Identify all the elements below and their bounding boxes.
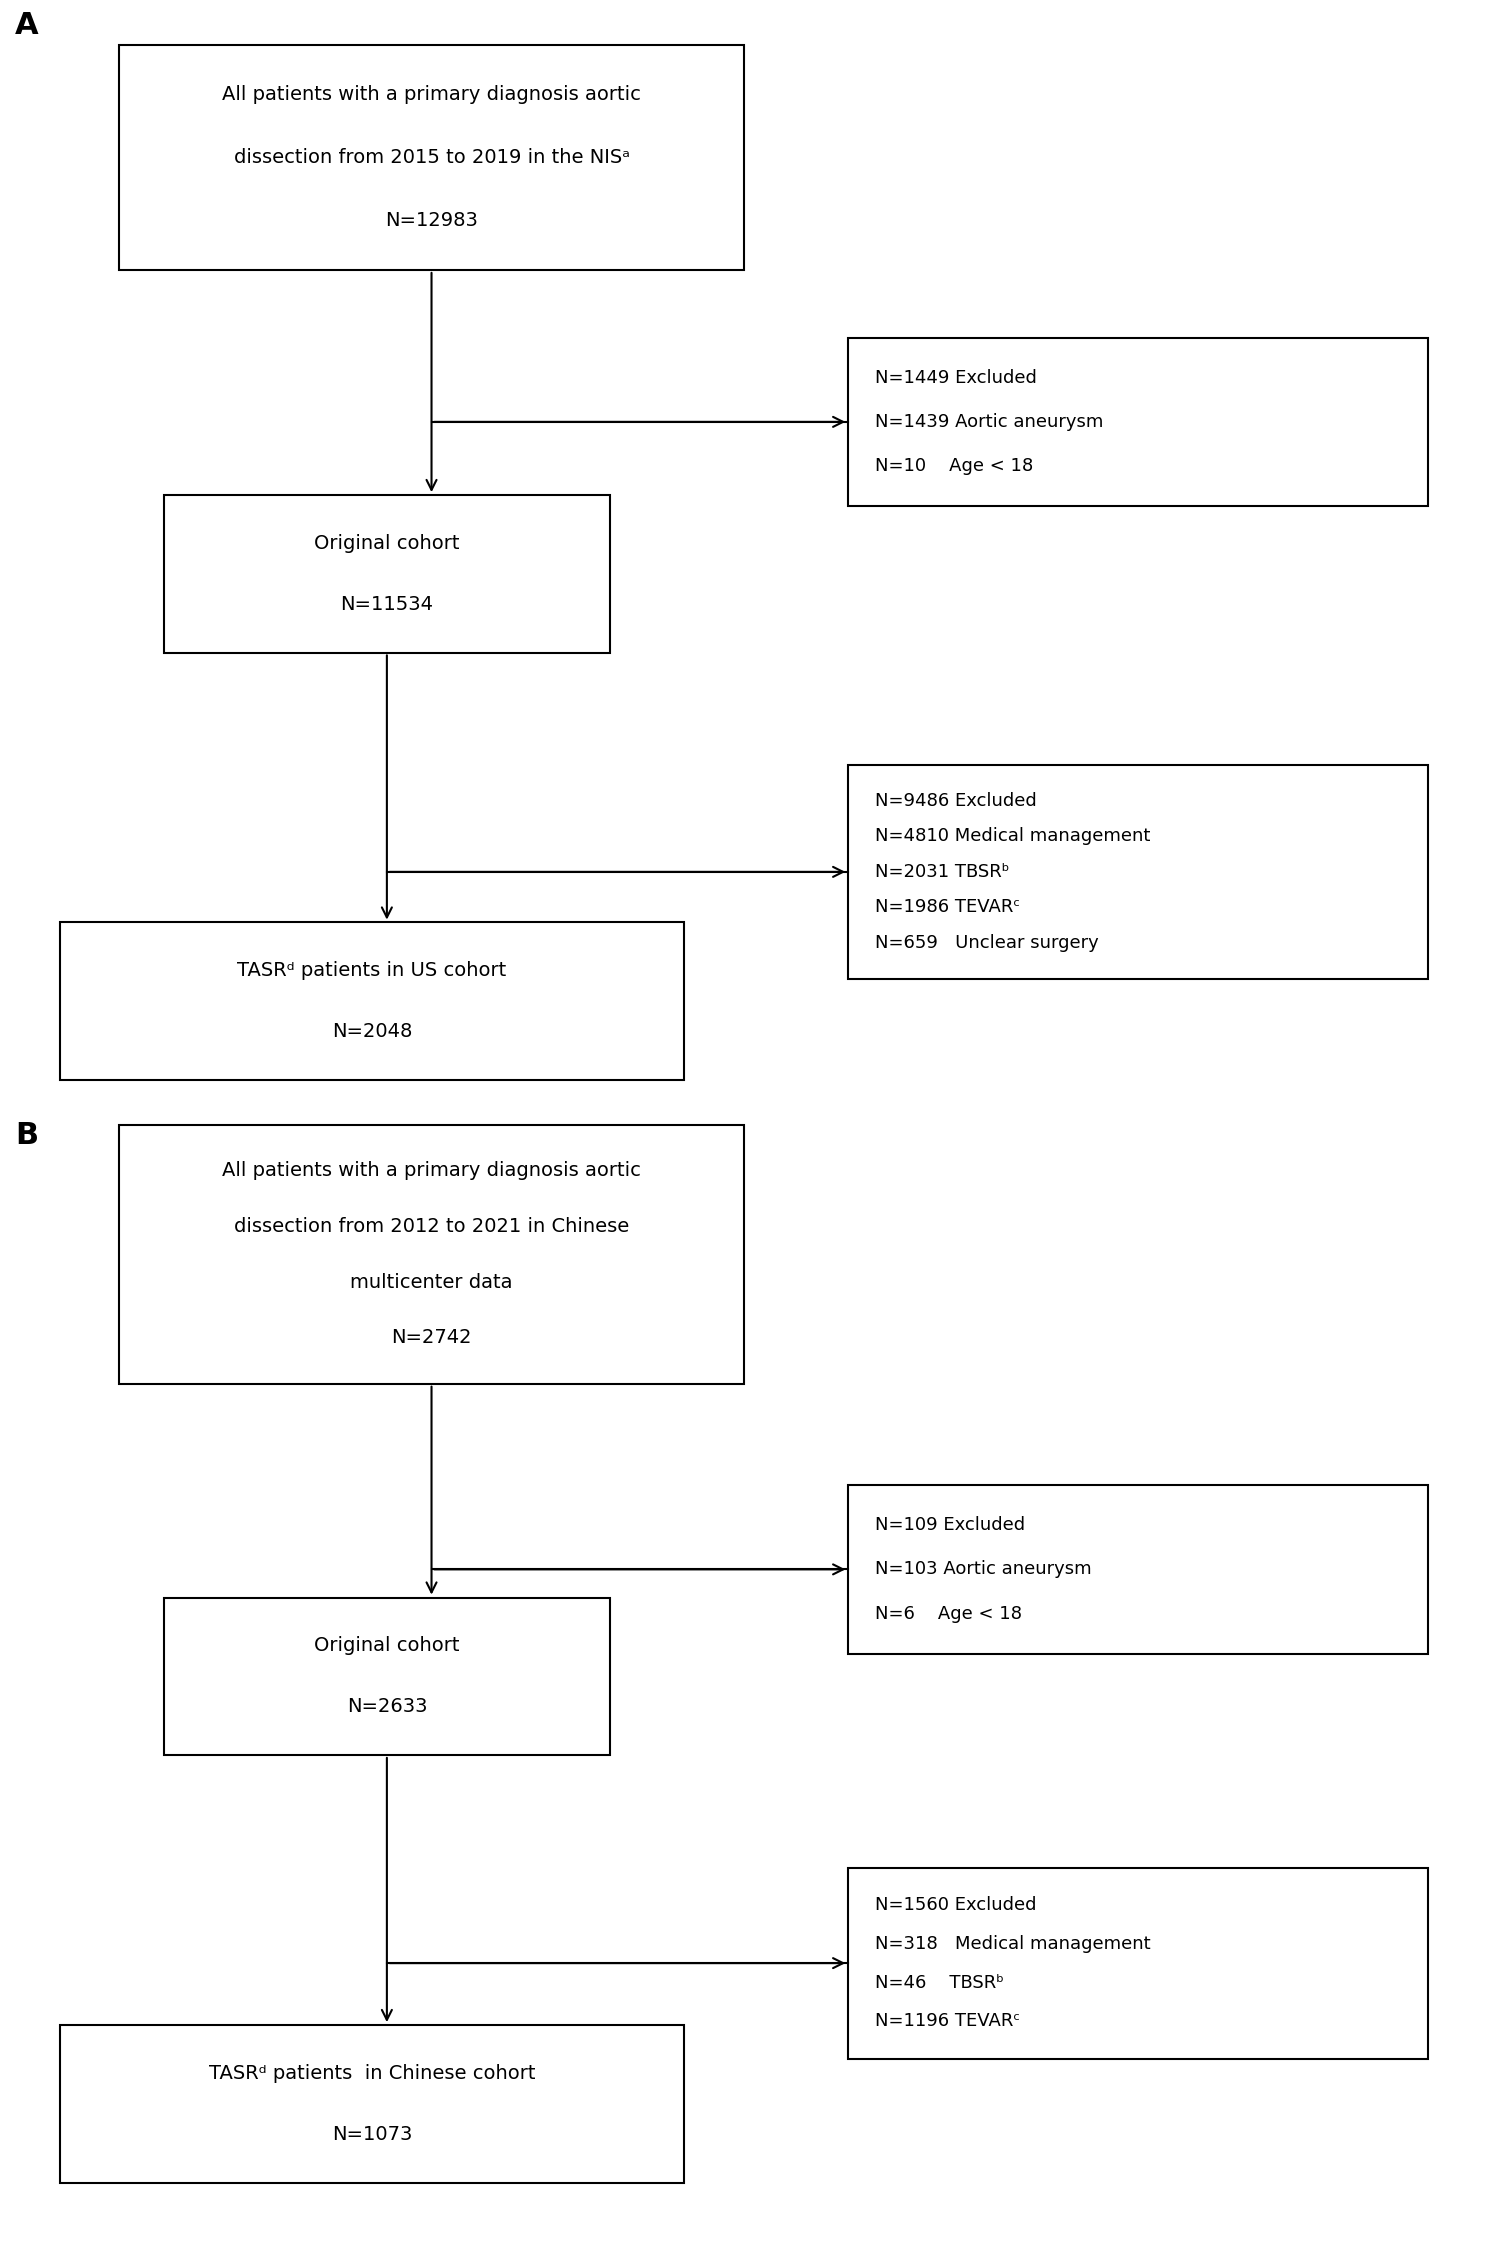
FancyBboxPatch shape: [848, 765, 1428, 979]
Text: multicenter data: multicenter data: [350, 1273, 513, 1291]
Text: TASRᵈ patients in US cohort: TASRᵈ patients in US cohort: [238, 961, 506, 981]
FancyBboxPatch shape: [848, 1868, 1428, 2059]
FancyBboxPatch shape: [60, 2025, 684, 2182]
Text: N=9486 Excluded: N=9486 Excluded: [875, 792, 1037, 810]
Text: N=1073: N=1073: [332, 2124, 412, 2144]
Text: N=11534: N=11534: [341, 594, 433, 614]
Text: N=1986 TEVARᶜ: N=1986 TEVARᶜ: [875, 898, 1019, 916]
Text: N=12983: N=12983: [385, 212, 478, 230]
Text: N=103 Aortic aneurysm: N=103 Aortic aneurysm: [875, 1562, 1092, 1580]
Text: N=2031 TBSRᵇ: N=2031 TBSRᵇ: [875, 864, 1009, 882]
Text: N=659   Unclear surgery: N=659 Unclear surgery: [875, 934, 1098, 952]
Text: dissection from 2012 to 2021 in Chinese: dissection from 2012 to 2021 in Chinese: [234, 1217, 629, 1235]
Text: N=1196 TEVARᶜ: N=1196 TEVARᶜ: [875, 2012, 1019, 2030]
Text: All patients with a primary diagnosis aortic: All patients with a primary diagnosis ao…: [222, 1161, 641, 1181]
Text: dissection from 2015 to 2019 in the NISᵃ: dissection from 2015 to 2019 in the NISᵃ: [234, 148, 629, 166]
Text: TASRᵈ patients  in Chinese cohort: TASRᵈ patients in Chinese cohort: [208, 2063, 536, 2084]
Text: N=46    TBSRᵇ: N=46 TBSRᵇ: [875, 1973, 1004, 1991]
Text: N=1439 Aortic aneurysm: N=1439 Aortic aneurysm: [875, 414, 1103, 432]
Text: N=10    Age < 18: N=10 Age < 18: [875, 457, 1033, 475]
Text: N=1560 Excluded: N=1560 Excluded: [875, 1897, 1037, 1915]
Text: Original cohort: Original cohort: [314, 1636, 460, 1656]
Text: N=109 Excluded: N=109 Excluded: [875, 1516, 1025, 1534]
Text: N=2742: N=2742: [391, 1328, 472, 1348]
Text: N=2633: N=2633: [347, 1696, 427, 1717]
Text: B: B: [15, 1120, 39, 1150]
FancyBboxPatch shape: [164, 495, 610, 652]
Text: N=4810 Medical management: N=4810 Medical management: [875, 828, 1150, 846]
Text: N=318   Medical management: N=318 Medical management: [875, 1935, 1150, 1953]
Text: N=1449 Excluded: N=1449 Excluded: [875, 369, 1037, 387]
FancyBboxPatch shape: [60, 922, 684, 1080]
Text: Original cohort: Original cohort: [314, 533, 460, 554]
FancyBboxPatch shape: [119, 45, 744, 270]
Text: N=2048: N=2048: [332, 1022, 412, 1042]
FancyBboxPatch shape: [848, 1485, 1428, 1654]
FancyBboxPatch shape: [164, 1598, 610, 1755]
FancyBboxPatch shape: [119, 1125, 744, 1384]
Text: All patients with a primary diagnosis aortic: All patients with a primary diagnosis ao…: [222, 86, 641, 104]
Text: A: A: [15, 11, 39, 40]
FancyBboxPatch shape: [848, 338, 1428, 506]
Text: N=6    Age < 18: N=6 Age < 18: [875, 1604, 1022, 1622]
